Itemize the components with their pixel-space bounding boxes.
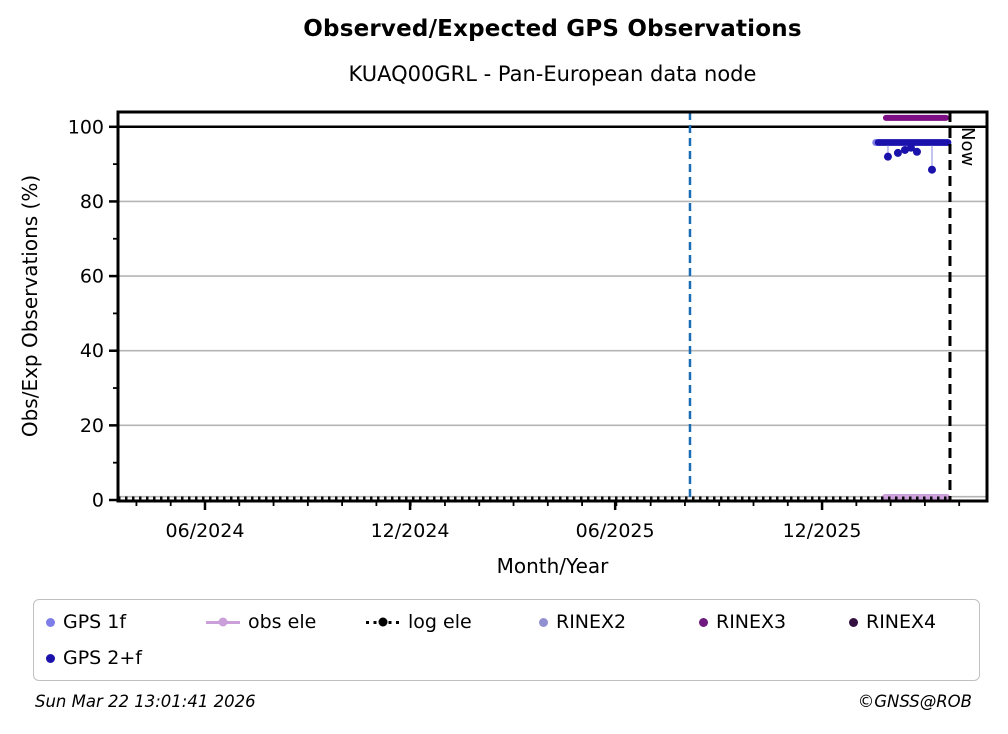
y-axis-label: Obs/Exp Observations (%) bbox=[18, 174, 42, 438]
legend-mid-dot bbox=[378, 617, 388, 627]
y-tick-label: 100 bbox=[68, 116, 104, 138]
legend-item-log-ele: log ele bbox=[366, 609, 472, 635]
series-gps-2-f-point bbox=[927, 165, 936, 174]
plot-frame bbox=[116, 110, 989, 503]
x-axis-label: Month/Year bbox=[496, 554, 609, 578]
legend-label: RINEX2 bbox=[556, 611, 627, 633]
y-tick-label: 20 bbox=[80, 415, 104, 437]
legend-label: RINEX3 bbox=[716, 611, 787, 633]
x-tick-label: 12/2025 bbox=[783, 520, 862, 542]
chart-subtitle: KUAQ00GRL - Pan-European data node bbox=[348, 62, 757, 86]
series-gps-2-f-point bbox=[900, 145, 909, 154]
series-gps-2-f-point bbox=[883, 152, 892, 161]
y-tick-label: 80 bbox=[80, 191, 104, 213]
legend-dot-icon bbox=[46, 617, 55, 627]
legend-item-rinex2: RINEX2 bbox=[539, 609, 626, 635]
y-tick-label: 40 bbox=[80, 340, 104, 362]
series-gps-2-f-point bbox=[893, 148, 902, 157]
chart-title: Observed/Expected GPS Observations bbox=[303, 16, 802, 42]
legend-item-obs-ele: obs ele bbox=[206, 609, 316, 635]
legend-mid-dot bbox=[218, 617, 228, 627]
legend-item-rinex4: RINEX4 bbox=[849, 609, 936, 635]
x-tick-label: 12/2024 bbox=[371, 520, 450, 542]
legend-item-gps-1f: GPS 1f bbox=[46, 609, 126, 635]
y-tick-label: 0 bbox=[92, 490, 104, 512]
legend: GPS 1f obs ele log ele RINEX2 RINEX3 RINEX4 GP… bbox=[33, 599, 980, 681]
legend-label: RINEX4 bbox=[866, 611, 937, 633]
x-tick-label: 06/2024 bbox=[166, 520, 245, 542]
legend-item-rinex3: RINEX3 bbox=[699, 609, 786, 635]
legend-dot-icon bbox=[539, 617, 548, 627]
legend-label: GPS 1f bbox=[63, 611, 127, 633]
x-tick-label: 06/2025 bbox=[576, 520, 655, 542]
legend-item-gps-2-f: GPS 2+f bbox=[46, 645, 142, 671]
plot-area: 0 20 40 60 80 100 06/2024 12/2024 06/2025 12/2025 bbox=[68, 110, 989, 542]
legend-line-dot-icon bbox=[206, 617, 240, 627]
copyright: ©GNSS@ROB bbox=[857, 692, 972, 711]
legend-dotted-line-icon bbox=[366, 617, 400, 627]
legend-dot-icon bbox=[849, 617, 858, 627]
legend-label: log ele bbox=[408, 611, 472, 633]
legend-label: GPS 2+f bbox=[63, 647, 142, 669]
legend-dot-icon bbox=[46, 653, 55, 663]
timestamp: Sun Mar 22 13:01:41 2026 bbox=[35, 692, 256, 711]
series-gps-2-f-point bbox=[906, 143, 915, 152]
legend-dot-icon bbox=[699, 617, 708, 627]
y-tick-label: 60 bbox=[80, 266, 104, 288]
series-gps-2-f-point bbox=[912, 147, 921, 156]
legend-label: obs ele bbox=[248, 611, 317, 633]
